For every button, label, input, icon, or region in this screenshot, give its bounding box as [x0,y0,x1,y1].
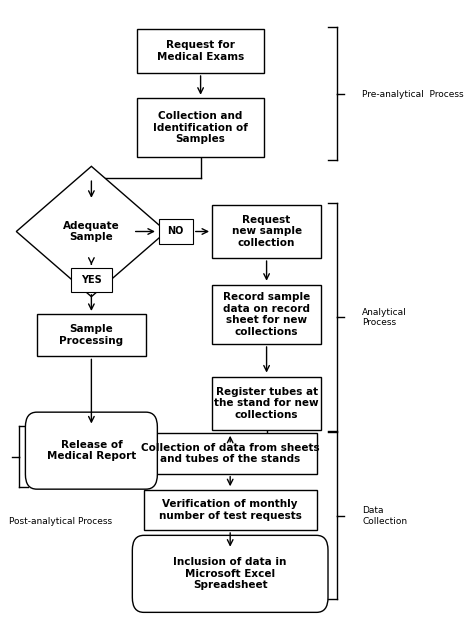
FancyBboxPatch shape [137,28,264,73]
FancyBboxPatch shape [212,376,321,430]
FancyBboxPatch shape [71,268,112,292]
Text: Sample
Processing: Sample Processing [59,325,123,346]
FancyBboxPatch shape [37,315,146,356]
FancyBboxPatch shape [132,536,328,612]
Text: Collection and
Identification of
Samples: Collection and Identification of Samples [153,111,248,144]
FancyBboxPatch shape [26,412,157,489]
FancyBboxPatch shape [158,219,192,244]
Polygon shape [16,167,166,297]
Text: Analytical
Process: Analytical Process [362,308,407,327]
FancyBboxPatch shape [137,98,264,157]
FancyBboxPatch shape [144,434,317,474]
Text: Record sample
data on record
sheet for new
collections: Record sample data on record sheet for n… [223,292,310,337]
Text: Adequate
Sample: Adequate Sample [63,221,120,242]
FancyBboxPatch shape [212,205,321,258]
Text: Release of
Medical Report: Release of Medical Report [47,440,136,462]
Text: Pre-analytical  Process: Pre-analytical Process [362,89,464,99]
Text: Request
new sample
collection: Request new sample collection [231,215,301,248]
Text: NO: NO [167,226,184,236]
Text: Post-analytical Process: Post-analytical Process [9,517,113,526]
Text: Inclusion of data in
Microsoft Excel
Spreadsheet: Inclusion of data in Microsoft Excel Spr… [173,557,287,590]
Text: Request for
Medical Exams: Request for Medical Exams [157,40,244,62]
Text: Data
Collection: Data Collection [362,506,407,526]
Text: Register tubes at
the stand for new
collections: Register tubes at the stand for new coll… [214,387,319,420]
Text: Verification of monthly
number of test requests: Verification of monthly number of test r… [159,499,301,521]
FancyBboxPatch shape [212,285,321,344]
FancyBboxPatch shape [144,490,317,530]
Text: YES: YES [81,275,102,285]
Text: Collection of data from sheets
and tubes of the stands: Collection of data from sheets and tubes… [141,443,319,465]
